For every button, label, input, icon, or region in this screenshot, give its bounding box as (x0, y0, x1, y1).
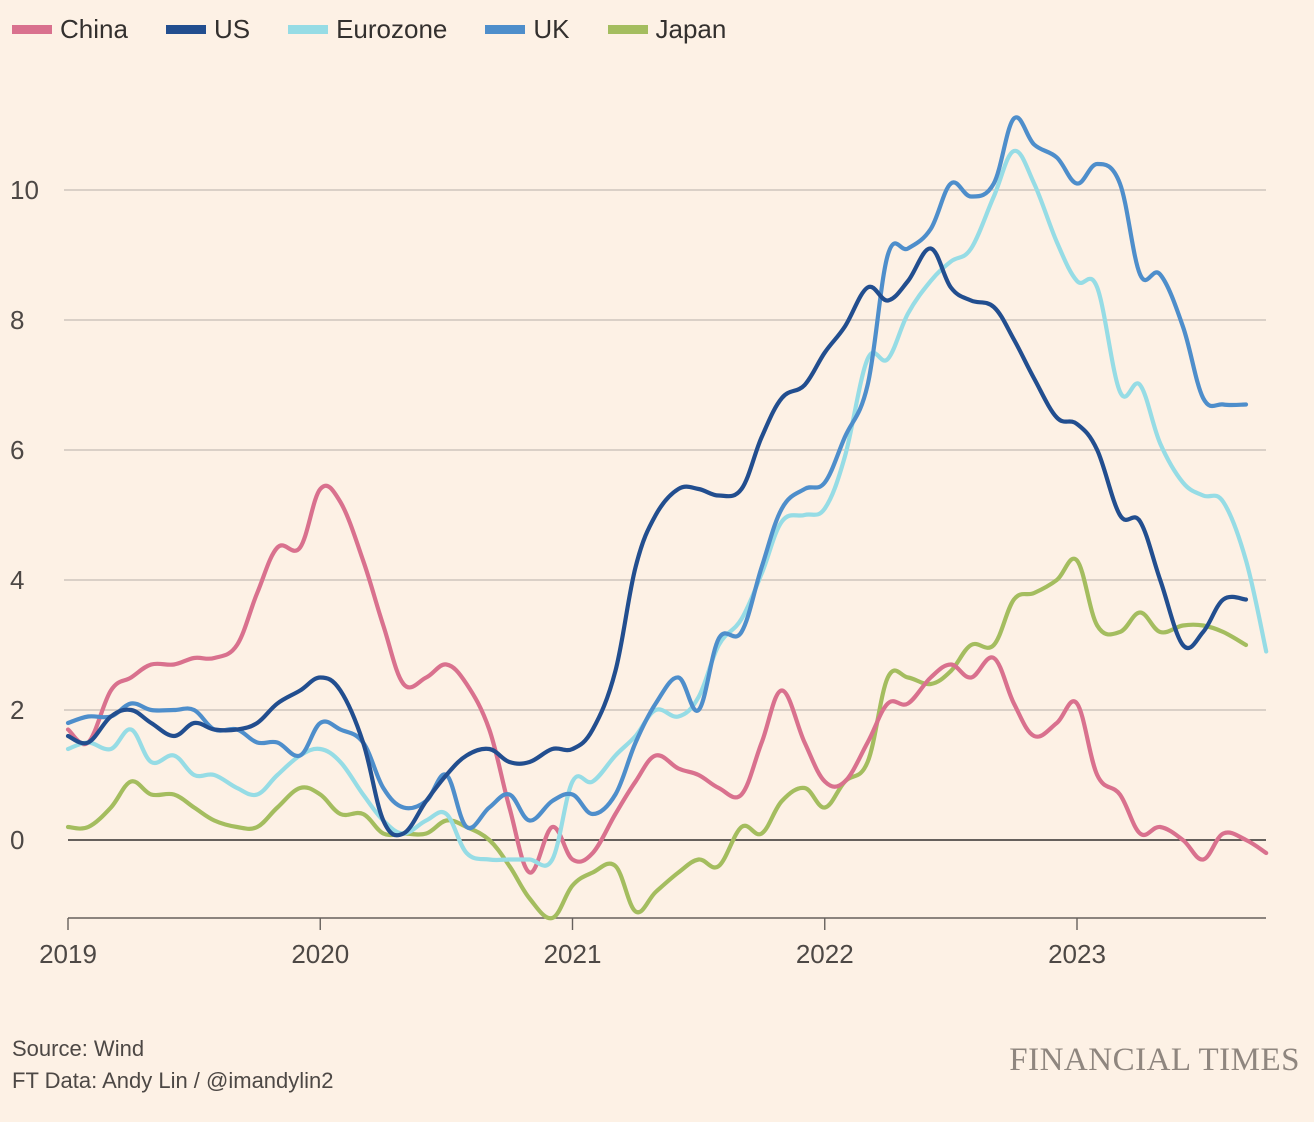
legend-label: US (213, 14, 251, 44)
x-tick-label: 2022 (796, 939, 854, 969)
chart-legend: China US Eurozone UK Japan (12, 14, 764, 45)
series-line-china (65, 483, 1269, 875)
y-tick-label: 6 (10, 435, 24, 465)
series-line-eurozone (65, 148, 1269, 868)
legend-item-japan: Japan (607, 14, 727, 45)
publisher-logo: FINANCIAL TIMES (1009, 1042, 1300, 1078)
x-tick-label: 2020 (291, 939, 349, 969)
y-tick-label: 8 (10, 305, 24, 335)
y-tick-label: 4 (10, 565, 24, 595)
y-tick-label: 10 (10, 175, 39, 205)
legend-swatch (607, 25, 648, 34)
x-tick-label: 2019 (39, 939, 97, 969)
legend-swatch (288, 25, 329, 34)
series-line-us (65, 246, 1249, 838)
y-tick-label: 0 (10, 825, 24, 855)
legend-label: UK (533, 14, 570, 44)
source-note: Source: Wind (12, 1036, 145, 1061)
grid-lines (64, 189, 1266, 841)
legend-label: Japan (655, 14, 727, 44)
x-tick-label: 2023 (1048, 939, 1106, 969)
legend-item-china: China (12, 14, 128, 45)
legend-item-uk: UK (485, 14, 570, 45)
legend-swatch (12, 25, 52, 34)
line-chart: 0 2 4 6 8 10 2019 2020 2021 2022 2023 (10, 115, 1269, 969)
legend-label: China (60, 14, 128, 44)
series-lines (65, 115, 1269, 921)
series-line-japan (65, 556, 1249, 921)
legend-item-us: US (165, 14, 251, 45)
credit-note: FT Data: Andy Lin / @imandylin2 (12, 1068, 334, 1093)
series-line-uk (65, 115, 1249, 831)
legend-swatch (165, 25, 206, 34)
y-axis-labels: 0 2 4 6 8 10 (10, 175, 39, 855)
x-tick-label: 2021 (544, 939, 602, 969)
x-axis: 2019 2020 2021 2022 2023 (39, 917, 1266, 969)
y-tick-label: 2 (10, 695, 24, 725)
legend-item-eurozone: Eurozone (288, 14, 447, 45)
legend-label: Eurozone (336, 14, 448, 44)
legend-swatch (485, 25, 526, 34)
